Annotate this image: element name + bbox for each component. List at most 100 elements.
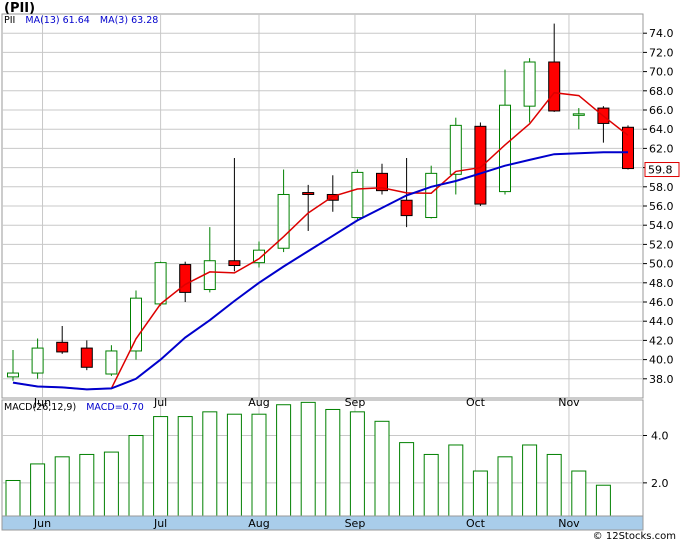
candle-up — [203, 260, 216, 291]
candle-up — [105, 350, 118, 375]
x-axis-band — [1, 515, 644, 531]
y-tick-label: 56.0 — [649, 200, 674, 213]
x-tick-label: Jun — [33, 517, 51, 530]
candle-up — [572, 113, 585, 116]
y-tick-label: 50.0 — [649, 258, 674, 271]
macd-value: MACD=0.70 — [86, 402, 144, 413]
y-tick-label: 40.0 — [649, 354, 674, 367]
x-tick-label: Sep — [345, 396, 366, 409]
x-tick-label: Oct — [466, 396, 486, 409]
candle-down — [228, 260, 241, 267]
legend-ma13-value: 61.64 — [62, 15, 90, 26]
candle-down — [376, 172, 388, 192]
y-tick-label: 42.0 — [649, 334, 674, 347]
y-tick-label: 66.0 — [649, 104, 674, 117]
macd-bar — [251, 413, 267, 517]
candle-up — [7, 372, 19, 378]
candle-up — [154, 262, 167, 305]
x-tick-label: Sep — [345, 517, 366, 530]
candle-up — [351, 171, 364, 219]
ma3-line — [12, 91, 629, 391]
x-tick-label: Nov — [558, 396, 580, 409]
candle-up — [499, 104, 511, 193]
x-tick-label: Jun — [33, 396, 51, 409]
candle-down — [474, 125, 487, 205]
last-price-tag — [644, 162, 680, 178]
macd-bar — [522, 444, 538, 517]
macd-bar — [79, 453, 95, 517]
candle-down — [622, 126, 634, 170]
macd-bar — [276, 404, 292, 517]
y-tick-label: 46.0 — [649, 296, 674, 309]
x-tick-label: Aug — [248, 396, 269, 409]
macd-bar — [546, 453, 562, 517]
macd-bar — [423, 453, 439, 517]
macd-bar — [349, 411, 365, 517]
candle-up — [253, 249, 265, 264]
macd-bar — [54, 456, 70, 517]
macd-bar — [226, 413, 242, 517]
last-price-label: 59.8 — [648, 164, 673, 177]
legend-ma13-label: MA(13) — [25, 15, 60, 26]
macd-bar — [177, 416, 193, 517]
macd-bar — [374, 420, 390, 517]
y-tick-label: 64.0 — [649, 123, 674, 136]
macd-bar — [153, 416, 169, 517]
macd-bar — [571, 470, 587, 517]
x-tick-label: Oct — [466, 517, 486, 530]
macd-bar — [103, 451, 119, 517]
macd-bar — [128, 435, 144, 517]
macd-panel — [1, 399, 644, 517]
macd-bar — [325, 408, 341, 517]
y-tick-label: 70.0 — [649, 66, 674, 79]
macd-bar — [448, 444, 464, 517]
y-tick-label: 54.0 — [649, 219, 674, 232]
y-tick-label: 74.0 — [649, 27, 674, 40]
macd-legend: MACD(26,12,9) MACD=0.70 — [4, 402, 144, 413]
legend-ma3-value: 63.28 — [131, 15, 159, 26]
candle-down — [400, 199, 413, 217]
y-tick-label: 68.0 — [649, 85, 674, 98]
macd-y-tick-label: 2.0 — [651, 477, 669, 490]
y-tick-label: 72.0 — [649, 46, 674, 59]
x-tick-label: Jul — [153, 517, 167, 530]
candle-up — [449, 124, 462, 175]
macd-bar — [497, 456, 513, 517]
y-tick-label: 48.0 — [649, 277, 674, 290]
macd-y-tick-label: 4.0 — [651, 430, 669, 443]
macd-bar — [399, 442, 415, 517]
price-panel — [1, 13, 644, 399]
macd-bar — [30, 463, 46, 517]
legend-symbol: PII — [4, 15, 16, 26]
candle-down — [302, 192, 315, 195]
macd-bar — [5, 479, 21, 517]
candle-up — [277, 193, 290, 249]
y-tick-label: 62.0 — [649, 142, 674, 155]
macd-bar — [595, 484, 611, 517]
ticker-title: (PII) — [4, 1, 36, 16]
candle-up — [130, 297, 142, 352]
x-tick-label: Jul — [153, 396, 167, 409]
copyright-footer: © 12Stocks.com — [592, 531, 676, 542]
x-tick-label: Nov — [558, 517, 580, 530]
y-tick-label: 58.0 — [649, 181, 674, 194]
candle-up — [425, 172, 438, 219]
x-tick-label: Aug — [248, 517, 269, 530]
ma13-line — [12, 151, 628, 391]
candle-up — [523, 61, 536, 107]
candle-down — [179, 264, 192, 293]
y-tick-label: 52.0 — [649, 238, 674, 251]
candle-down — [80, 347, 93, 368]
y-tick-label: 44.0 — [649, 315, 674, 328]
candle-up — [31, 347, 44, 374]
candle-down — [56, 341, 69, 353]
price-legend: PII MA(13) 61.64 MA(3) 63.28 — [4, 15, 158, 26]
candle-down — [326, 193, 339, 201]
axes: 38.0 40.0 42.0 44.0 46.0 48.0 50.0 52.0 54.0 56.0… — [1, 27, 680, 531]
macd-label: MACD(26,12,9) — [4, 402, 77, 413]
macd-bar — [472, 470, 488, 517]
macd-bar — [202, 411, 218, 517]
macd-bar — [300, 401, 316, 517]
y-tick-label: 38.0 — [649, 373, 674, 386]
